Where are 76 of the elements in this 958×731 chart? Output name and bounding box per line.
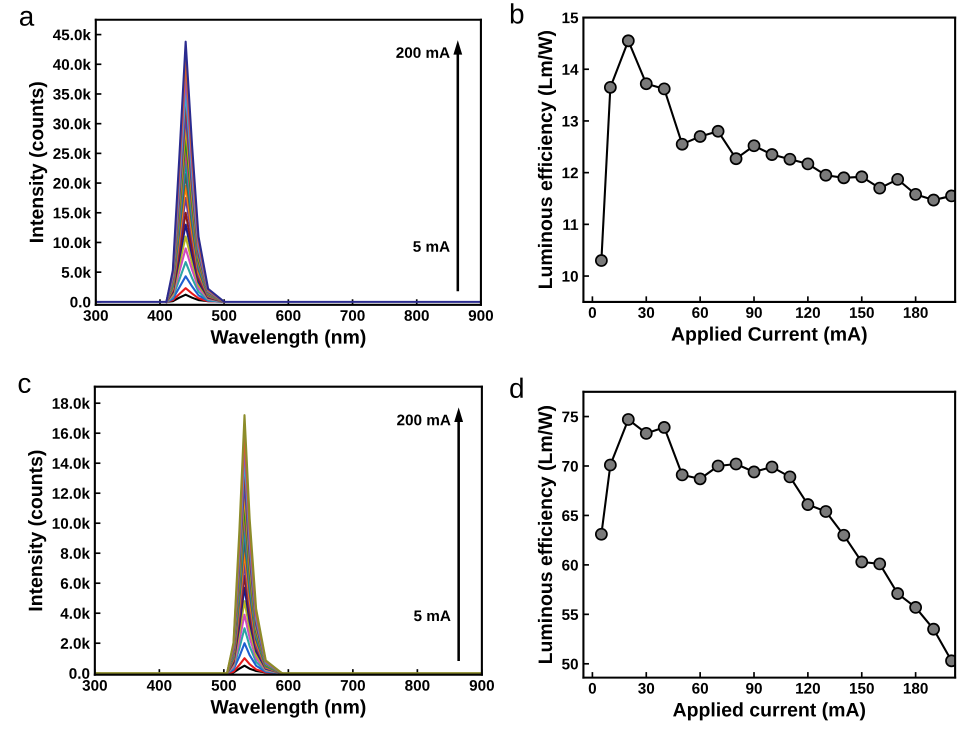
y-tick-label: 75 — [562, 412, 578, 422]
y-tick-label: 16.0k — [52, 428, 90, 439]
y-tick-label: 11 — [563, 219, 578, 230]
x-tick-label: 150 — [850, 307, 874, 318]
x-tick-label: 180 — [904, 682, 928, 694]
chart-title: d — [510, 378, 523, 398]
x-tick-label: 150 — [850, 682, 874, 694]
y-tick-label: 0.0 — [70, 296, 90, 308]
y-tick-label: 30.0k — [53, 118, 91, 130]
y-tick-label: 70 — [562, 460, 578, 472]
y-tick-label: 45.0k — [52, 29, 91, 40]
x-tick-label: 700 — [340, 310, 365, 321]
y-tick-label: 12 — [562, 168, 578, 178]
y-tick-label: 15 — [562, 12, 578, 24]
y-tick-label: 50 — [562, 658, 578, 670]
y-tick-label: 15.0k — [54, 207, 91, 218]
y-tick-label: 10.0k — [52, 518, 90, 529]
y-tick-label: 60 — [562, 560, 578, 571]
x-axis-title: Applied Current (mA) — [671, 326, 867, 345]
y-tick-label: 10.0k — [54, 236, 91, 248]
x-tick-label: 120 — [796, 682, 820, 694]
y-tick-label: 10 — [562, 270, 578, 282]
y-tick-label: 12.0k — [52, 488, 90, 499]
annotation: 5 mA — [414, 610, 451, 622]
y-axis-title: Intensity (counts) — [28, 450, 46, 610]
x-tick-label: 180 — [904, 307, 928, 318]
x-axis-title: Applied current (mA) — [673, 702, 865, 720]
x-tick-label: 400 — [146, 680, 172, 691]
x-tick-label: 60 — [692, 682, 708, 694]
y-tick-label: 14.0k — [52, 458, 90, 469]
chart-title: a — [20, 10, 34, 26]
y-tick-label: 40.0k — [52, 58, 91, 70]
x-tick-label: 600 — [276, 680, 300, 691]
x-tick-label: 60 — [692, 307, 708, 318]
x-tick-label: 300 — [83, 310, 108, 321]
x-tick-label: 90 — [746, 307, 762, 318]
x-tick-label: 700 — [340, 680, 365, 691]
y-axis-title: Luminous efficiency (Lm/W) — [538, 31, 556, 288]
y-tick-label: 5.0k — [62, 266, 91, 278]
y-tick-label: 6.0k — [60, 578, 90, 589]
y-tick-label: 2.0k — [60, 638, 90, 649]
chart-title: c — [18, 378, 31, 394]
chart-title: b — [510, 3, 524, 24]
x-tick-label: 500 — [212, 680, 236, 691]
x-tick-label: 0 — [588, 682, 596, 694]
y-tick-label: 35.0k — [53, 88, 91, 100]
x-tick-label: 400 — [147, 310, 172, 321]
x-tick-label: 90 — [746, 682, 762, 694]
y-tick-label: 14 — [562, 64, 578, 75]
x-tick-label: 0 — [588, 307, 596, 318]
x-tick-label: 30 — [638, 307, 654, 318]
x-axis-title: Wavelength (nm) — [210, 699, 366, 718]
y-tick-label: 55 — [562, 609, 578, 620]
y-tick-label: 65 — [562, 510, 578, 522]
y-tick-label: 25.0k — [53, 148, 91, 160]
annotation: 200 mA — [397, 414, 451, 426]
x-tick-label: 800 — [405, 680, 430, 691]
y-axis-title: Luminous efficiency (Lm/W) — [538, 406, 556, 664]
y-tick-label: 20.0k — [53, 178, 91, 189]
y-axis-title: Intensity (counts) — [29, 82, 48, 242]
x-axis-title: Wavelength (nm) — [210, 329, 366, 348]
x-tick-label: 500 — [212, 310, 236, 321]
x-tick-label: 120 — [796, 307, 820, 318]
x-tick-label: 600 — [276, 310, 300, 321]
x-tick-label: 900 — [468, 310, 494, 321]
y-tick-label: 13 — [562, 116, 578, 127]
x-tick-label: 900 — [470, 680, 494, 691]
x-tick-label: 800 — [404, 310, 429, 321]
y-tick-label: 8.0k — [60, 548, 90, 559]
y-tick-label: 0.0 — [69, 668, 90, 679]
x-tick-label: 30 — [638, 682, 654, 694]
annotation: 5 mA — [413, 241, 450, 252]
annotation: 200 mA — [396, 47, 450, 58]
y-tick-label: 18.0k — [52, 398, 90, 409]
y-tick-label: 4.0k — [60, 608, 90, 619]
x-tick-label: 300 — [82, 680, 107, 691]
